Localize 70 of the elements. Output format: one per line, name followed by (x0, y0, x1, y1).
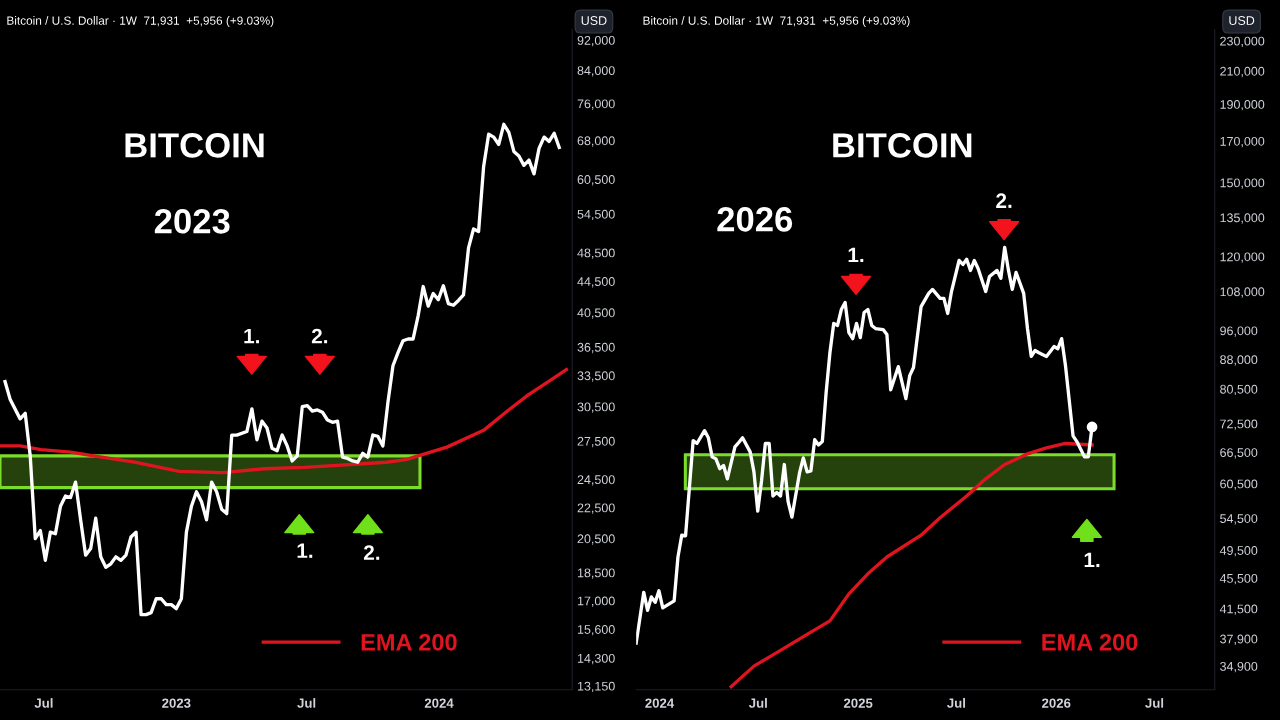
y-tick-label: 18,500 (577, 568, 615, 579)
y-tick-label: 36,500 (577, 342, 615, 354)
y-tick-label: 120,000 (1220, 252, 1265, 263)
y-tick-label: 54,500 (1220, 514, 1258, 525)
annotation: 1. (1084, 552, 1100, 568)
x-tick-label: 2024 (424, 698, 454, 708)
text: 2023 (154, 209, 230, 234)
annotation: 2. (363, 545, 380, 560)
y-tick-label: 150,000 (1220, 178, 1265, 189)
y-tick-label: 44,500 (577, 277, 615, 288)
y-tick-label: 230,000 (1220, 36, 1265, 47)
y-tick-label: 48,500 (577, 248, 615, 259)
y-tick-label: 88,000 (1220, 355, 1258, 366)
y-tick-label: 72,500 (1220, 419, 1258, 430)
text: BITCOIN (125, 133, 264, 158)
y-tick-label: 49,500 (1219, 546, 1258, 557)
y-tick-label: 14,300 (577, 653, 615, 665)
x-tick-label: Jul (34, 698, 53, 708)
annotation: 1. (297, 543, 313, 558)
y-tick-label: 20,500 (577, 534, 615, 545)
x-tick-label: Jul (748, 698, 767, 708)
text: USD (581, 16, 607, 25)
y-tick-label: 33,500 (577, 371, 615, 382)
x-tick-label: 2024 (645, 698, 675, 708)
y-tick-label: 54,500 (577, 209, 615, 221)
y-tick-label: 135,000 (1220, 213, 1265, 224)
annotation: 1. (848, 247, 864, 263)
y-tick-label: 37,900 (1220, 634, 1258, 645)
y-tick-label: 190,000 (1220, 100, 1265, 111)
y-tick-label: 30,500 (577, 402, 615, 413)
annotation: 1. (244, 328, 260, 344)
y-tick-label: 45,500 (1219, 573, 1258, 585)
y-tick-label: 15,600 (577, 625, 615, 636)
y-tick-label: 66,500 (1220, 448, 1258, 459)
text: 2026 (717, 207, 793, 232)
x-tick-label: Jul (1145, 698, 1164, 708)
y-tick-label: 24,500 (577, 475, 615, 486)
text: Bitcoin / U.S. Dollar · 1W 71,931 +5,956 (+9.03%) (643, 16, 910, 28)
x-tick-label: 2025 (843, 698, 873, 708)
x-tick-label: Jul (297, 698, 316, 708)
y-tick-label: 170,000 (1220, 136, 1265, 148)
y-tick-label: 210,000 (1220, 66, 1265, 78)
y-tick-label: 60,500 (577, 175, 615, 186)
y-tick-label: 22,500 (577, 503, 615, 514)
x-tick-label: 2023 (162, 698, 191, 708)
annotation: 2. (311, 328, 328, 344)
y-tick-label: 80,500 (1220, 384, 1258, 396)
y-tick-label: 40,500 (577, 308, 615, 319)
y-tick-label: 60,500 (1220, 479, 1258, 490)
legend-label: EMA 200 (361, 633, 457, 651)
legend-label: EMA 200 (1042, 633, 1138, 651)
y-tick-label: 68,000 (577, 136, 615, 147)
y-tick-label: 13,150 (577, 681, 615, 693)
y-tick-label: 76,000 (577, 99, 615, 110)
y-tick-label: 41,500 (1219, 604, 1258, 615)
text: BITCOIN (833, 133, 972, 158)
annotation: 2. (996, 193, 1012, 208)
text: Bitcoin / U.S. Dollar · 1W 71,931 +5,956 (+9.03%) (7, 16, 274, 28)
text: USD (1229, 16, 1255, 25)
y-tick-label: 84,000 (577, 66, 615, 77)
line-series (3, 122, 561, 617)
y-tick-label: 34,900 (1220, 661, 1258, 673)
y-tick-label: 96,000 (1220, 326, 1258, 337)
x-tick-label: Jul (947, 698, 965, 708)
x-tick-label: 2026 (1042, 698, 1071, 708)
y-tick-label: 17,000 (577, 596, 615, 607)
line-series (0, 367, 569, 475)
y-tick-label: 108,000 (1220, 287, 1265, 298)
y-tick-label: 92,000 (577, 35, 615, 47)
y-tick-label: 27,500 (577, 436, 615, 448)
